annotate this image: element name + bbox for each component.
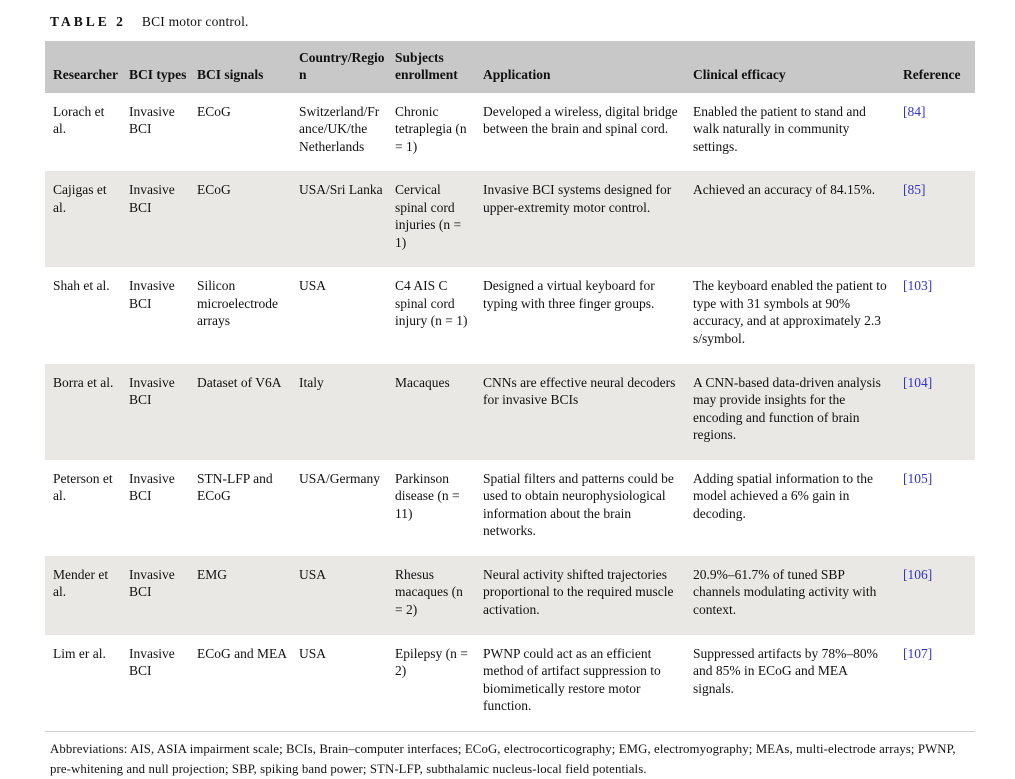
- column-header-country-region: Country/Region: [299, 41, 395, 93]
- cell-subjects-enrollment: Epilepsy (n = 2): [395, 645, 468, 679]
- cell-researcher: Lorach et al.: [53, 103, 105, 137]
- header-row: Researcher BCI types BCI signals Country…: [45, 41, 975, 93]
- cell-application: Developed a wireless, digital bridge bet…: [483, 103, 678, 137]
- cell-clinical-efficacy: Achieved an accuracy of 84.15%.: [693, 171, 903, 268]
- column-header-researcher: Researcher: [45, 41, 129, 93]
- cell-subjects-enrollment: Macaques: [395, 363, 483, 460]
- table-row: Shah et al. Invasive BCI Silicon microel…: [45, 267, 975, 363]
- table-row: Mender et al. Invasive BCI EMG USA Rhesu…: [45, 555, 975, 635]
- table-title: TABLE 2 BCI motor control.: [50, 14, 975, 30]
- table-row: Borra et al. Invasive BCI Dataset of V6A…: [45, 363, 975, 460]
- cell-researcher: Shah et al.: [53, 278, 110, 294]
- cell-reference: [103]: [903, 267, 975, 363]
- cell-country-region: USA/Sri Lanka: [299, 171, 395, 268]
- cell-subjects-enrollment: Cervical spinal cord injuries (n = 1): [395, 171, 483, 268]
- cell-bci-signals: ECoG: [197, 103, 231, 119]
- reference-link[interactable]: [105]: [903, 470, 933, 486]
- cell-clinical-efficacy: A CNN-based data-driven analysis may pro…: [693, 363, 903, 460]
- cell-reference: [85]: [903, 171, 975, 268]
- reference-link[interactable]: [107]: [903, 645, 933, 661]
- cell-researcher: Mender et al.: [45, 555, 129, 635]
- cell-subjects-enrollment: C4 AIS C spinal cord injury (n = 1): [395, 278, 468, 329]
- table-row: Cajigas et al. Invasive BCI ECoG USA/Sri…: [45, 171, 975, 268]
- cell-reference: [105]: [903, 460, 975, 556]
- cell-researcher: Cajigas et al.: [45, 171, 129, 268]
- cell-subjects-enrollment: Rhesus macaques (n = 2): [395, 555, 483, 635]
- cell-application: CNNs are effective neural decoders for i…: [483, 363, 693, 460]
- reference-link[interactable]: [106]: [903, 566, 933, 582]
- cell-country-region: Switzerland/France/UK/the Netherlands: [299, 103, 380, 154]
- cell-bci-type: Invasive BCI: [129, 555, 197, 635]
- cell-clinical-efficacy: The keyboard enabled the patient to type…: [693, 278, 887, 346]
- cell-bci-signals: ECoG: [197, 171, 299, 268]
- cell-bci-type: Invasive BCI: [129, 363, 197, 460]
- cell-country-region: Italy: [299, 363, 395, 460]
- cell-country-region: USA: [299, 555, 395, 635]
- cell-bci-type: Invasive BCI: [129, 278, 175, 311]
- column-header-bci-types: BCI types: [129, 41, 197, 93]
- cell-clinical-efficacy: 20.9%–61.7% of tuned SBP channels modula…: [693, 555, 903, 635]
- bci-motor-control-table: Researcher BCI types BCI signals Country…: [45, 41, 975, 732]
- cell-researcher: Peterson et al.: [53, 470, 113, 504]
- reference-link[interactable]: [103]: [903, 278, 933, 294]
- reference-link[interactable]: [84]: [903, 103, 926, 119]
- column-header-subjects-enrollment: Subjects enrollment: [395, 41, 483, 93]
- cell-country-region: USA: [299, 645, 327, 661]
- cell-reference: [104]: [903, 363, 975, 460]
- cell-application: Neural activity shifted trajectories pro…: [483, 555, 693, 635]
- reference-link[interactable]: [104]: [903, 374, 933, 390]
- cell-bci-signals: EMG: [197, 555, 299, 635]
- cell-application: PWNP could act as an efficient method of…: [483, 645, 661, 714]
- cell-country-region: USA/Germany: [299, 470, 380, 486]
- column-header-clinical-efficacy: Clinical efficacy: [693, 41, 903, 93]
- cell-bci-signals: Silicon microelectrode arrays: [197, 278, 278, 329]
- cell-researcher: Borra et al.: [45, 363, 129, 460]
- cell-clinical-efficacy: Suppressed artifacts by 78%–80% and 85% …: [693, 645, 878, 696]
- column-header-application: Application: [483, 41, 693, 93]
- cell-application: Invasive BCI systems designed for upper-…: [483, 171, 693, 268]
- cell-application: Designed a virtual keyboard for typing w…: [483, 278, 655, 311]
- cell-reference: [107]: [903, 635, 975, 732]
- table-row: Lim er al. Invasive BCI ECoG and MEA USA…: [45, 635, 975, 732]
- table-number-label: TABLE 2: [50, 14, 126, 29]
- cell-bci-type: Invasive BCI: [129, 645, 175, 679]
- cell-bci-signals: STN-LFP and ECoG: [197, 470, 273, 504]
- cell-bci-type: Invasive BCI: [129, 103, 175, 137]
- cell-clinical-efficacy: Adding spatial information to the model …: [693, 470, 873, 521]
- cell-application: Spatial filters and patterns could be us…: [483, 470, 674, 539]
- column-header-bci-signals: BCI signals: [197, 41, 299, 93]
- cell-reference: [106]: [903, 555, 975, 635]
- cell-researcher: Lim er al.: [53, 645, 106, 661]
- table-row: Lorach et al. Invasive BCI ECoG Switzerl…: [45, 93, 975, 172]
- table-row: Peterson et al. Invasive BCI STN-LFP and…: [45, 460, 975, 556]
- cell-clinical-efficacy: Enabled the patient to stand and walk na…: [693, 103, 866, 154]
- cell-subjects-enrollment: Chronic tetraplegia (n = 1): [395, 103, 467, 154]
- cell-bci-type: Invasive BCI: [129, 470, 175, 504]
- cell-bci-signals: Dataset of V6A: [197, 363, 299, 460]
- table-footnote: Abbreviations: AIS, ASIA impairment scal…: [50, 741, 956, 776]
- cell-reference: [84]: [903, 93, 975, 172]
- reference-link[interactable]: [85]: [903, 182, 926, 198]
- cell-bci-type: Invasive BCI: [129, 171, 197, 268]
- cell-country-region: USA: [299, 278, 327, 294]
- table-caption: BCI motor control.: [141, 14, 249, 29]
- cell-subjects-enrollment: Parkinson disease (n = 11): [395, 470, 460, 521]
- column-header-reference: Reference: [903, 41, 975, 93]
- cell-bci-signals: ECoG and MEA: [197, 645, 287, 661]
